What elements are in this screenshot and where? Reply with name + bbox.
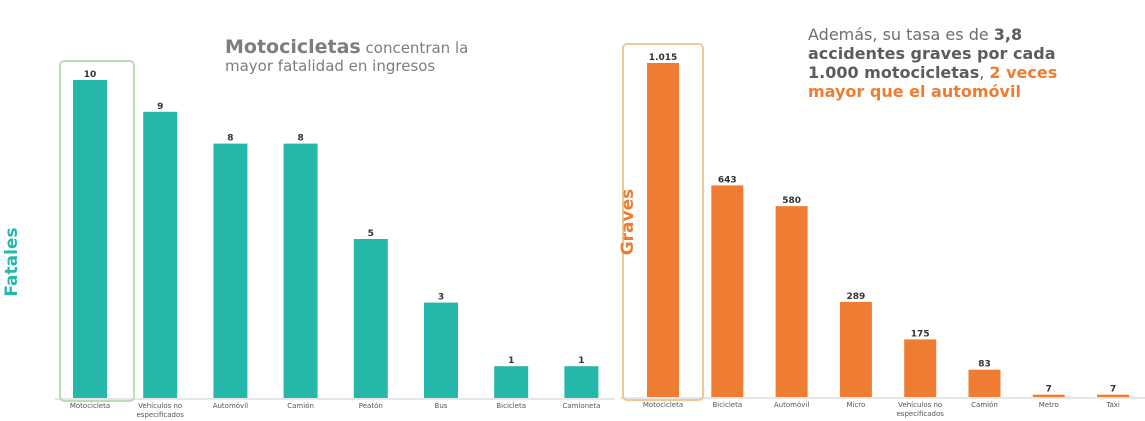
fatales-value-label-5: 3: [438, 293, 444, 303]
graves-tick-label-2: Automóvil: [774, 401, 809, 409]
graves-tick-label-5: Camión: [971, 401, 998, 409]
fatales-bar-2: [213, 143, 248, 398]
graves-bar-2: [775, 206, 808, 397]
fatales-value-label-1: 9: [157, 102, 163, 112]
fatales-tick-label-3: Camión: [287, 402, 314, 410]
fatales-bar-5: [424, 302, 458, 398]
graves-bar-0: [647, 63, 679, 397]
graves-value-label-3: 289: [847, 292, 866, 302]
graves-value-label-1: 643: [718, 175, 737, 185]
graves-bar-1: [711, 185, 744, 397]
graves-annotation-line-4: mayor que el automóvil: [808, 81, 1021, 101]
graves-bar-6: [1032, 394, 1065, 397]
fatales-tick-label-5: Bus: [435, 402, 448, 410]
fatales-annotation: Motocicletas concentran la mayor fatalid…: [225, 36, 565, 76]
graves-annotation-line-3: 1.000 motocicletas: [808, 62, 980, 82]
fatales-bar-7: [564, 366, 599, 398]
graves-value-label-7: 7: [1110, 385, 1116, 395]
fatales-value-label-7: 1: [578, 356, 584, 366]
graves-annotation: Además, su tasa es de 3,8 accidentes gra…: [808, 25, 1143, 102]
graves-annotation-times: 2 veces: [989, 62, 1058, 82]
fatales-annotation-text-1: concentran la: [360, 39, 469, 57]
fatales-tick-label-2: Automóvil: [213, 402, 248, 410]
fatales-bar-1: [143, 111, 178, 399]
graves-tick-label-0: Motocicleta: [643, 401, 683, 409]
fatales-value-label-2: 8: [227, 134, 233, 144]
graves-ylabel: Graves: [618, 189, 638, 256]
graves-bar-4: [904, 339, 937, 397]
fatales-ylabel: Fatales: [2, 227, 22, 296]
graves-annotation-rate: 3,8: [993, 25, 1023, 44]
fatales-tick-label-0: Motocicleta: [70, 402, 110, 410]
graves-tick-label-6: Metro: [1039, 401, 1059, 409]
graves-value-label-0: 1.015: [649, 53, 677, 63]
graves-highlight-frame: [622, 43, 704, 401]
graves-value-label-5: 83: [978, 360, 991, 370]
graves-annotation-comma: ,: [979, 62, 990, 82]
fatales-highlight-frame: [59, 60, 135, 402]
fatales-tick-label-1: Vehículos no especificados: [136, 402, 184, 419]
fatales-bar-3: [283, 143, 318, 398]
graves-bar-3: [839, 301, 872, 397]
graves-bar-5: [968, 369, 1001, 397]
graves-tick-label-3: Micro: [846, 401, 865, 409]
fatales-value-label-3: 8: [297, 134, 303, 144]
fatales-value-label-6: 1: [508, 356, 514, 366]
fatales-bar-6: [494, 366, 529, 398]
graves-value-label-2: 580: [782, 196, 801, 206]
graves-bar-7: [1097, 394, 1130, 397]
fatales-annotation-highlight: Motocicletas: [225, 36, 361, 58]
fatales-bar-0: [73, 80, 107, 398]
fatales-value-label-4: 5: [368, 229, 374, 239]
fatales-bar-4: [353, 239, 388, 398]
fatales-annotation-text-2: mayor fatalidad en ingresos: [225, 57, 436, 76]
fatales-tick-label-6: Bicicleta: [496, 402, 526, 410]
graves-annotation-line-1: Además, su tasa es de: [808, 25, 994, 44]
fatales-tick-label-4: Peatón: [359, 402, 383, 410]
fatales-tick-label-7: Camioneta: [562, 402, 600, 410]
fatales-chart: Fatales 10 Motocicleta 9 Vehículos no especif…: [2, 60, 615, 419]
graves-tick-label-4: Vehículos no especificados: [896, 401, 944, 418]
graves-tick-label-7: Taxi: [1105, 401, 1120, 409]
graves-value-label-4: 175: [911, 329, 930, 339]
graves-chart: Graves 1.015 Motocicleta 643 Bicicleta 580 Aut…: [618, 43, 1145, 418]
graves-value-label-6: 7: [1046, 385, 1052, 395]
graves-annotation-line-2: accidentes graves por cada: [808, 43, 1056, 63]
graves-tick-label-1: Bicicleta: [712, 401, 742, 409]
fatales-value-label-0: 10: [84, 70, 97, 80]
